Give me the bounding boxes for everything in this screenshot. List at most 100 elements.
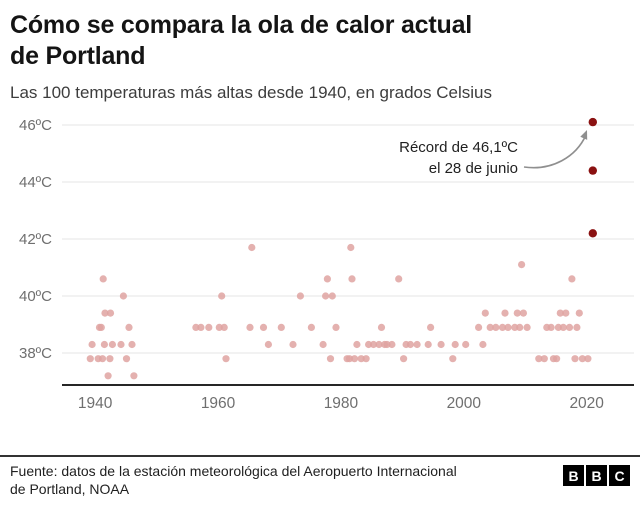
x-tick-label: 1960: [201, 395, 236, 412]
source-note: Fuente: datos de la estación meteorológi…: [10, 462, 490, 498]
data-point: [350, 355, 359, 363]
data-point: [104, 372, 112, 380]
data-point: [571, 355, 579, 363]
data-point: [222, 355, 230, 363]
annotation-arrowhead: [580, 130, 588, 140]
data-point: [106, 355, 114, 363]
data-point: [322, 292, 330, 300]
data-point: [100, 340, 108, 349]
data-point: [328, 292, 336, 300]
data-point: [413, 340, 421, 349]
bbc-logo-letter-b1: B: [563, 465, 584, 486]
data-point: [296, 292, 304, 300]
data-point: [289, 340, 297, 349]
data-point: [584, 355, 592, 363]
data-point: [259, 323, 268, 331]
data-point: [108, 340, 116, 349]
data-point: [535, 355, 543, 363]
data-point: [424, 340, 432, 349]
title-line-2: de Portland: [10, 42, 146, 70]
data-point: [128, 340, 136, 349]
x-tick-label: 2020: [569, 395, 604, 412]
x-tick-label: 1980: [324, 395, 359, 412]
data-point: [479, 340, 487, 349]
data-point: [205, 323, 213, 331]
data-point: [556, 309, 564, 317]
bbc-logo: B B C: [563, 465, 630, 486]
scatter-chart: 38ºC 40ºC 42ºC 44ºC 46ºC 1940 1960 1980 2000 202…: [19, 117, 634, 412]
data-point: [130, 372, 138, 380]
data-point: [451, 340, 459, 349]
data-point: [332, 323, 340, 331]
data-point: [101, 309, 109, 317]
data-point: [395, 275, 403, 283]
data-point: [475, 323, 483, 331]
data-point: [353, 340, 361, 349]
chart-header: Cómo se compara la ola de calor actual d…: [0, 0, 640, 103]
x-tick-label: 1940: [78, 395, 113, 412]
data-point: [565, 323, 574, 331]
data-point: [347, 243, 355, 252]
data-point: [562, 309, 570, 317]
data-point: [547, 323, 555, 331]
footer: Fuente: datos de la estación meteorológi…: [0, 455, 640, 506]
data-point: [504, 323, 512, 331]
data-point: [277, 323, 285, 331]
data-point: [345, 355, 354, 363]
data-point: [519, 309, 528, 317]
data-point: [400, 355, 408, 363]
record-data-point: [588, 166, 597, 175]
data-point: [540, 355, 548, 363]
data-point: [119, 292, 127, 300]
data-point: [578, 355, 587, 363]
data-point: [192, 323, 200, 331]
chart-gridlines: 38ºC 40ºC 42ºC 44ºC 46ºC: [19, 117, 634, 362]
data-point: [117, 340, 125, 349]
y-tick-label: 42ºC: [19, 231, 52, 248]
annotation-arrow: [523, 134, 587, 169]
data-point: [264, 340, 272, 349]
title-line-1: Cómo se compara la ola de calor actual: [10, 11, 473, 39]
data-point: [553, 355, 561, 363]
data-point: [573, 323, 581, 331]
data-point: [125, 323, 133, 331]
data-point: [437, 340, 445, 349]
data-point: [518, 261, 526, 269]
data-point: [88, 340, 96, 349]
y-tick-label: 44ºC: [19, 174, 52, 191]
data-point: [319, 340, 327, 349]
data-point: [377, 323, 386, 331]
data-point: [348, 275, 356, 283]
data-point: [492, 323, 500, 331]
chart-subtitle: Las 100 temperaturas más altas desde 194…: [10, 83, 492, 102]
data-point: [523, 323, 531, 331]
data-point: [362, 355, 370, 363]
data-point: [98, 355, 107, 363]
source-line-2: de Portland, NOAA: [10, 481, 130, 497]
bbc-logo-letter-c: C: [609, 465, 630, 486]
page-title: Cómo se compara la ola de calor actual d…: [10, 10, 628, 72]
x-tick-label: 2000: [447, 395, 482, 412]
data-point: [427, 323, 435, 331]
data-point: [498, 323, 507, 331]
chart-points: [86, 117, 597, 380]
data-point: [197, 323, 205, 331]
data-point: [307, 323, 315, 331]
y-tick-label: 40ºC: [19, 288, 52, 305]
bbc-logo-letter-b2: B: [586, 465, 607, 486]
chart-axes: 1940 1960 1980 2000 2020: [62, 384, 634, 412]
data-point: [486, 323, 494, 331]
data-point: [559, 323, 567, 331]
data-point: [388, 340, 396, 349]
source-line-1: Fuente: datos de la estación meteorológi…: [10, 463, 457, 479]
y-tick-label: 38ºC: [19, 345, 52, 362]
data-point: [323, 275, 331, 283]
record-data-point: [588, 117, 597, 127]
data-point: [375, 340, 383, 349]
y-tick-label: 46ºC: [19, 117, 52, 134]
data-point: [406, 340, 414, 349]
chart-area: 38ºC 40ºC 42ºC 44ºC 46ºC 1940 1960 1980 2000 202…: [0, 105, 640, 426]
data-point: [218, 292, 226, 300]
data-point: [326, 355, 335, 363]
data-point: [575, 309, 583, 317]
